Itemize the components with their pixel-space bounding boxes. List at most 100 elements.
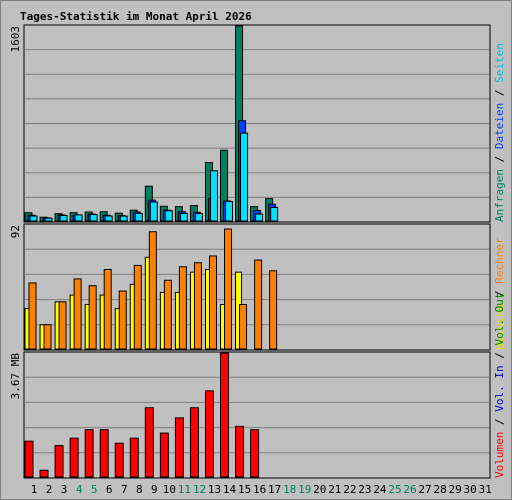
day-label: 1 <box>31 483 38 496</box>
chart-panels: 1603 92 3.67 MB <box>9 24 491 479</box>
legend-item: Vol. Out <box>493 293 506 346</box>
bar-volumen-day-15 <box>235 425 245 478</box>
legend-separator: / <box>493 149 506 169</box>
legend-separator: / <box>493 83 506 103</box>
day-label: 29 <box>449 483 462 496</box>
legend-item: Rechner <box>493 237 506 284</box>
panel-top: 1603 <box>9 24 491 223</box>
day-label: 26 <box>403 483 416 496</box>
legend-middle: Besuche / Rechner <box>493 237 506 350</box>
bar-rechner-day-14 <box>224 228 233 350</box>
bar-volumen-day-1 <box>24 440 34 478</box>
bar-seiten-day-7 <box>119 215 128 222</box>
bar-rechner-day-5 <box>88 285 97 350</box>
day-label: 8 <box>136 483 143 496</box>
day-label: 13 <box>208 483 221 496</box>
bar-seiten-day-9 <box>149 201 158 222</box>
bar-rechner-day-17 <box>269 270 278 350</box>
day-label: 7 <box>121 483 128 496</box>
bar-rechner-day-7 <box>118 290 127 350</box>
legend-separator: / <box>493 284 506 304</box>
bar-volumen-day-14 <box>220 352 230 478</box>
legend-top: Anfragen / Dateien / Seiten <box>493 43 506 222</box>
bar-rechner-day-1 <box>28 282 37 350</box>
bar-volumen-day-8 <box>129 437 139 478</box>
bar-seiten-day-13 <box>209 170 218 222</box>
day-label: 30 <box>464 483 477 496</box>
bar-volumen-day-4 <box>69 437 79 478</box>
bar-seiten-day-11 <box>179 212 188 222</box>
legend-separator: / <box>493 412 506 432</box>
day-axis-labels: 1 2 3 4 5 6 7 8 9 10 11 12 13 14 15 16 17 18 19 20 21 22 23 24 2… <box>31 483 492 496</box>
day-label: 20 <box>313 483 326 496</box>
day-label: 28 <box>433 483 446 496</box>
bar-volumen-day-13 <box>204 390 214 478</box>
day-label: 31 <box>479 483 492 496</box>
bar-rechner-day-9 <box>148 231 157 350</box>
day-label: 10 <box>163 483 176 496</box>
right-legend: Anfragen / Dateien / Seiten Besuche / Rec… <box>493 43 506 478</box>
bar-volumen-day-5 <box>84 429 94 478</box>
panel-bottom: 3.67 MB <box>9 351 491 479</box>
day-label: 14 <box>223 483 237 496</box>
bar-rechner-day-10 <box>163 279 172 350</box>
bar-rechner-day-6 <box>103 268 112 350</box>
bar-seiten-day-2 <box>44 217 53 222</box>
legend-item: Anfragen <box>493 169 506 222</box>
legend-item: Volumen <box>493 432 506 478</box>
day-label: 18 <box>283 483 296 496</box>
bar-seiten-day-16 <box>255 213 264 222</box>
bar-volumen-day-12 <box>189 407 199 478</box>
day-label: 9 <box>151 483 158 496</box>
bar-seiten-day-17 <box>270 206 279 222</box>
bar-seiten-day-10 <box>164 210 173 222</box>
bar-volumen-day-9 <box>144 407 154 478</box>
bar-rechner-day-11 <box>178 266 187 350</box>
day-label: 11 <box>178 483 191 496</box>
day-label: 4 <box>76 483 83 496</box>
legend-separator: / <box>493 346 506 366</box>
bar-rechner-day-3 <box>58 301 67 350</box>
y-max-label: 1603 <box>9 26 22 53</box>
bar-seiten-day-14 <box>225 201 234 222</box>
day-label: 6 <box>106 483 113 496</box>
y-max-label: 3.67 MB <box>9 353 22 400</box>
bar-volumen-day-10 <box>159 432 169 478</box>
bar-rechner-day-8 <box>133 264 142 350</box>
legend-item: Vol. In <box>493 365 506 411</box>
bar-seiten-day-1 <box>29 215 38 222</box>
day-label: 24 <box>373 483 387 496</box>
panel-middle: 92 <box>9 223 491 351</box>
bar-volumen-day-2 <box>39 469 49 478</box>
bar-rechner-day-16 <box>254 259 263 350</box>
bar-seiten-day-6 <box>104 215 113 222</box>
day-label: 16 <box>253 483 266 496</box>
bar-volumen-day-7 <box>114 442 124 478</box>
bar-rechner-day-4 <box>73 278 82 350</box>
day-label: 23 <box>358 483 371 496</box>
bar-seiten-day-3 <box>59 215 68 222</box>
day-label: 3 <box>61 483 68 496</box>
bar-seiten-day-15 <box>240 132 249 222</box>
bar-volumen-day-16 <box>250 429 260 478</box>
legend-item: Dateien <box>493 103 506 149</box>
bar-rechner-day-13 <box>208 255 217 350</box>
day-label: 22 <box>343 483 356 496</box>
day-label: 15 <box>238 483 251 496</box>
day-label: 21 <box>328 483 341 496</box>
bar-rechner-day-2 <box>43 324 52 350</box>
day-label: 2 <box>46 483 53 496</box>
legend-bottom: Volumen / Vol. In / Vol. Out <box>493 293 506 478</box>
day-label: 5 <box>91 483 98 496</box>
day-label: 17 <box>268 483 281 496</box>
y-max-label: 92 <box>9 225 22 238</box>
legend-item: Seiten <box>493 43 506 83</box>
day-label: 12 <box>193 483 206 496</box>
bar-rechner-day-12 <box>193 262 202 350</box>
bar-seiten-day-4 <box>74 214 83 222</box>
day-label: 19 <box>298 483 311 496</box>
bar-volumen-day-3 <box>54 445 64 478</box>
bar-seiten-day-8 <box>134 212 143 222</box>
